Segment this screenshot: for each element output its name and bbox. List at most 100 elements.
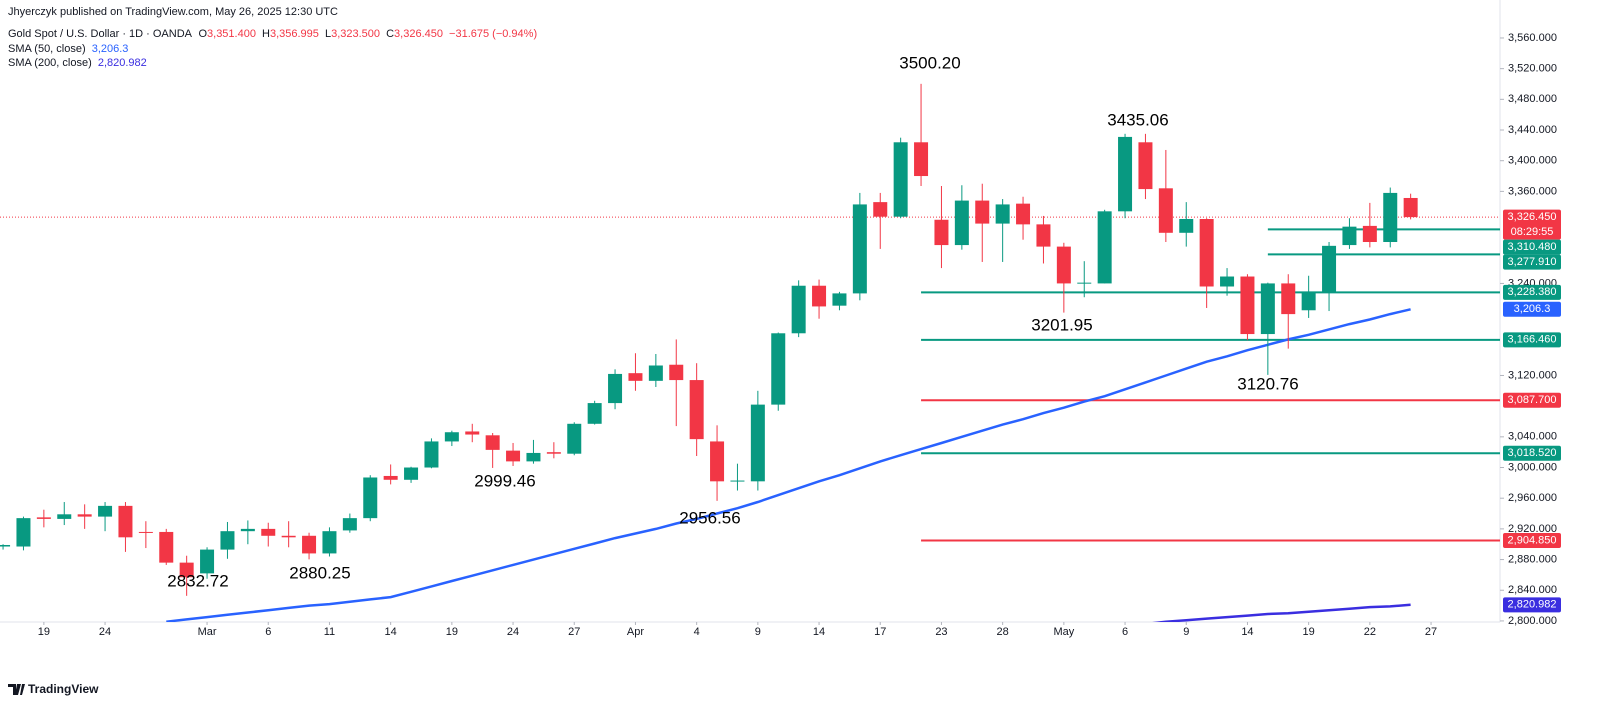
candle-body (1118, 136, 1133, 212)
y-tick-label: 2,880.000 (1508, 553, 1557, 565)
candle-body (383, 475, 398, 480)
price-annotation: 2956.56 (679, 508, 740, 527)
price-axis-label: 3,018.520 (1503, 445, 1561, 461)
x-tick-label: 19 (1303, 626, 1315, 638)
candle-body (1383, 192, 1398, 243)
price-label-text: 3,228.380 (1508, 286, 1557, 298)
candle-body (873, 202, 888, 217)
price-label-box (1503, 392, 1561, 408)
x-tick-label: 9 (1183, 626, 1189, 638)
candle-body (608, 373, 623, 404)
legend-sma: SMA (200, close) 2,820.982 (8, 57, 147, 69)
candle-body (465, 431, 480, 435)
price-label-box (1503, 284, 1561, 300)
x-tick-label: 19 (38, 626, 50, 638)
price-label-box (1503, 533, 1561, 549)
ohlc-key: L (325, 28, 331, 40)
price-label-box (1503, 254, 1561, 270)
price-axis-label: 3,326.450 08:29:55 (1503, 209, 1561, 240)
logo-icon (8, 684, 25, 695)
x-tick-label: 11 (324, 626, 335, 638)
x-tick-label: 6 (265, 626, 271, 638)
price-annotation: 2999.46 (474, 471, 535, 490)
candle-body (1301, 291, 1316, 311)
legend-entry: SMA (50, close) (8, 43, 86, 55)
x-tick-label: 9 (755, 626, 761, 638)
candle-body (1138, 142, 1153, 190)
candle-body (1220, 276, 1235, 287)
price-label-text: 3,087.700 (1508, 394, 1557, 406)
x-tick-label: 4 (694, 626, 700, 638)
candle-body (363, 477, 378, 519)
price-label-box (1503, 445, 1561, 461)
candle-body (995, 204, 1010, 224)
candle-body (281, 535, 296, 538)
x-tick-label: May (1053, 626, 1074, 638)
candle-body (1260, 283, 1275, 335)
ohlc-value: 3,356.995 (270, 28, 319, 40)
x-tick-label: 14 (1241, 626, 1253, 638)
candle-body (832, 293, 847, 306)
candle-body (261, 528, 276, 536)
candle-body (852, 204, 867, 294)
candle-body (0, 544, 11, 547)
candle-body (485, 435, 500, 450)
candle-body (812, 285, 827, 307)
price-axis-label: 3,277.910 (1503, 254, 1561, 270)
candle-body (648, 365, 663, 381)
candle-body (506, 450, 521, 462)
candle-body (1281, 283, 1296, 315)
x-tick-label: 6 (1122, 626, 1128, 638)
price-label-box (1503, 301, 1561, 317)
ohlc-value: 3,326.450 (394, 28, 443, 40)
y-tick-label: 3,000.000 (1508, 461, 1557, 473)
x-tick-label: 27 (1425, 626, 1437, 638)
plot-area (0, 216, 1500, 622)
y-tick-label: 2,840.000 (1508, 584, 1557, 596)
price-axis-label: 3,166.460 (1503, 332, 1561, 348)
ohlc-key: H (262, 28, 270, 40)
candle-body (302, 535, 317, 554)
price-label-box (1503, 239, 1561, 255)
candle-body (791, 285, 806, 334)
publisher: Jhyerczyk published on TradingView.com, … (8, 6, 338, 18)
symbol-title: Gold Spot / U.S. Dollar · 1D · OANDA (8, 28, 193, 40)
legend-value: 2,820.982 (98, 57, 147, 69)
candle-body (240, 528, 255, 532)
ohlc-value: 3,323.500 (331, 28, 380, 40)
candle-body (179, 562, 194, 578)
candle-body (587, 403, 602, 424)
x-tick-label: 27 (568, 626, 580, 638)
legend-value: 3,206.3 (92, 43, 129, 55)
candle-body (1036, 224, 1051, 247)
price-label-box (1503, 332, 1561, 348)
ohlc-key: C (386, 28, 394, 40)
price-label-box (1503, 209, 1561, 240)
y-tick-label: 3,360.000 (1508, 185, 1557, 197)
candle-body (1097, 211, 1112, 284)
candle-body (1016, 203, 1031, 225)
price-annotation: 3120.76 (1237, 374, 1298, 393)
price-annotation: 2832.72 (167, 571, 228, 590)
candle-body (98, 505, 113, 517)
x-tick-label: 14 (385, 626, 397, 638)
candle-body (404, 467, 419, 480)
candle-body (914, 142, 929, 177)
x-tick-label: 19 (446, 626, 458, 638)
y-tick-label: 2,960.000 (1508, 492, 1557, 504)
candle-body (1056, 246, 1071, 284)
candle-body (893, 142, 908, 217)
candle-body (730, 480, 745, 482)
price-label-text: 3,206.3 (1514, 303, 1551, 315)
price-annotation: 3201.95 (1031, 315, 1092, 334)
y-tick-label: 3,040.000 (1508, 431, 1557, 443)
candle-body (975, 200, 990, 224)
legend-title: Gold Spot / U.S. Dollar · 1D · OANDA O3,… (8, 28, 537, 40)
y-tick-label: 3,400.000 (1508, 155, 1557, 167)
price-label-text: 2,904.850 (1508, 534, 1557, 546)
x-tick-label: 17 (874, 626, 886, 638)
price-axis-label: 2,820.982 (1503, 597, 1561, 613)
candle-body (628, 373, 643, 381)
price-axis-label: 3,206.3 (1503, 301, 1561, 317)
y-tick-label: 3,440.000 (1508, 124, 1557, 136)
